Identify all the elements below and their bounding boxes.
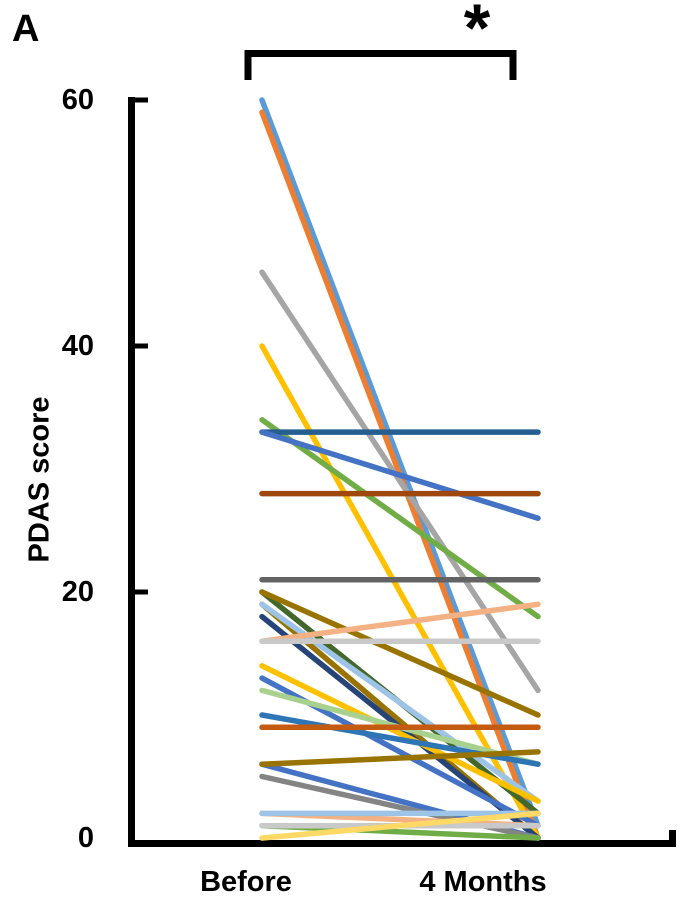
- y-tick-label-60: 60: [61, 84, 94, 116]
- y-tick-label-20: 20: [61, 576, 94, 608]
- patient-line-patient-1: [259, 97, 541, 829]
- patient-line-patient-7: [259, 429, 541, 521]
- patient-line-patient-5: [259, 417, 541, 620]
- y-tick-label-0: 0: [77, 822, 94, 854]
- significance-bracket: [244, 50, 517, 80]
- patient-line-patient-29: [259, 810, 541, 841]
- patient-line-patient-15: [259, 601, 541, 644]
- patient-lines-layer: [259, 97, 541, 841]
- x-category-before: Before: [200, 866, 292, 898]
- patient-line-patient-3: [259, 269, 541, 694]
- patient-line-patient-11: [259, 589, 541, 718]
- x-category-4months: 4 Months: [419, 866, 547, 898]
- panel-label: A: [12, 8, 40, 50]
- patient-line-patient-23: [259, 749, 541, 767]
- patient-line-patient-17: [259, 663, 541, 804]
- y-tick-label-40: 40: [61, 330, 94, 362]
